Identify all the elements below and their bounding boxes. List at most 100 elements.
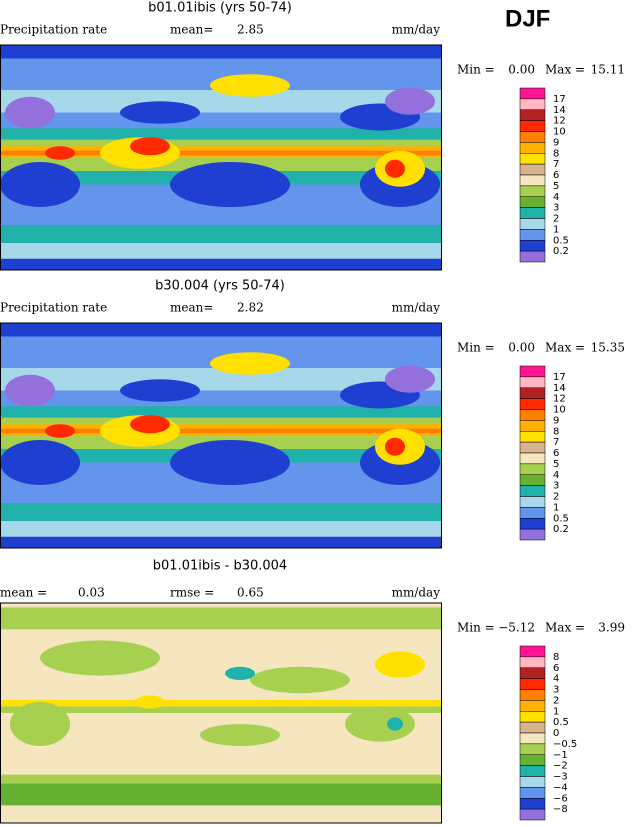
colorbar-box [519,229,546,241]
left-label: Precipitation rate [0,23,107,37]
colorbar-label: 8 [553,426,559,437]
map-band [0,139,442,151]
colorbar-label: 10 [553,127,566,138]
colorbar-box [519,398,546,410]
colorbar-label: 6 [553,663,559,674]
units: mm/day [392,586,441,600]
colorbar-box [519,174,546,187]
colorbar-box [519,185,546,197]
colorbar-label: 1 [553,224,559,235]
max-value: 15.11 [591,63,625,77]
colorbar-label: 7 [553,159,559,170]
min-label: Min = [457,63,495,77]
stat-value: 2.85 [237,23,264,37]
colorbar-label: 6 [553,448,559,459]
colorbar-box [519,776,546,788]
map-band [0,774,442,784]
colorbar-box [519,754,546,766]
colorbar-box [519,808,546,821]
map-band [0,607,442,630]
map-blob [170,162,290,207]
colorbar-label: −6 [553,793,568,804]
colorbar-box [519,120,546,132]
max-label: Max = [545,621,585,635]
max-label: Max = [545,341,585,355]
map-frame [0,322,442,549]
colorbar-label: 8 [553,148,559,159]
stat-label: rmse = [170,586,214,600]
map-blob [385,159,405,178]
max-label: Max = [545,63,585,77]
map-blob [250,666,350,694]
colorbar-box [519,798,546,810]
colorbar-box [519,485,546,497]
colorbar-box [519,496,546,508]
map-band [0,503,442,521]
colorbar-box [519,250,546,263]
min-label: Min = [457,621,495,635]
colorbar-label: 3 [553,481,559,492]
colorbar-box [519,131,546,143]
colorbar-box [519,743,546,755]
colorbar-box [519,218,546,230]
map-frame [0,602,442,824]
map-blob [10,702,70,746]
colorbar-box [519,87,546,100]
map-blob [375,651,425,678]
colorbar-label: −8 [553,804,568,815]
map-blob [5,96,55,129]
map-band [0,368,442,391]
colorbar-box [519,153,546,165]
colorbar-box [519,678,546,690]
colorbar-box [519,163,546,176]
map-band [0,90,442,113]
map-band [0,243,442,259]
map-blob [345,706,415,742]
map-band [0,783,442,806]
map-blob [45,146,75,160]
colorbar-label: 12 [553,116,566,127]
map-band [0,258,442,270]
map-band [0,428,442,434]
colorbar-label: 0.2 [553,524,569,535]
colorbar-label: 1 [553,502,559,513]
colorbar-box [519,700,546,712]
map-blob [130,415,170,434]
colorbar-box [519,518,546,530]
map-blob [210,74,290,97]
min-value: 0.00 [508,341,535,355]
min-label: Min = [457,341,495,355]
colorbar-label: 0.5 [553,717,569,728]
map-blob [200,724,280,746]
map-blob [40,640,160,676]
map-band [0,323,442,337]
colorbar-box [519,787,546,799]
map-blob [225,666,255,681]
map-band [0,45,442,59]
colorbar-box [519,98,546,110]
map-band [0,406,442,418]
colorbar-box [519,420,546,432]
colorbar-label: 4 [553,192,559,203]
panel-title: b01.01ibis - b30.004 [153,559,287,574]
colorbar-box [519,474,546,486]
map-blob [0,162,80,207]
colorbar-label: 2 [553,214,559,225]
colorbar-label: 9 [553,137,559,148]
left-label: Precipitation rate [0,301,107,315]
colorbar-box [519,528,546,541]
colorbar-box [519,431,546,443]
colorbar-box [519,452,546,465]
map-blob [0,440,80,485]
colorbar-label: 5 [553,181,559,192]
colorbar-box [519,689,546,701]
colorbar-label: −1 [553,750,568,761]
colorbar-box [519,376,546,388]
map [0,603,442,823]
max-value: 3.99 [598,621,625,635]
left-label: mean = [0,586,47,600]
colorbar-box [519,765,546,777]
colorbar-label: 8 [553,652,559,663]
map-blob [130,137,170,156]
colorbar-box [519,721,546,734]
